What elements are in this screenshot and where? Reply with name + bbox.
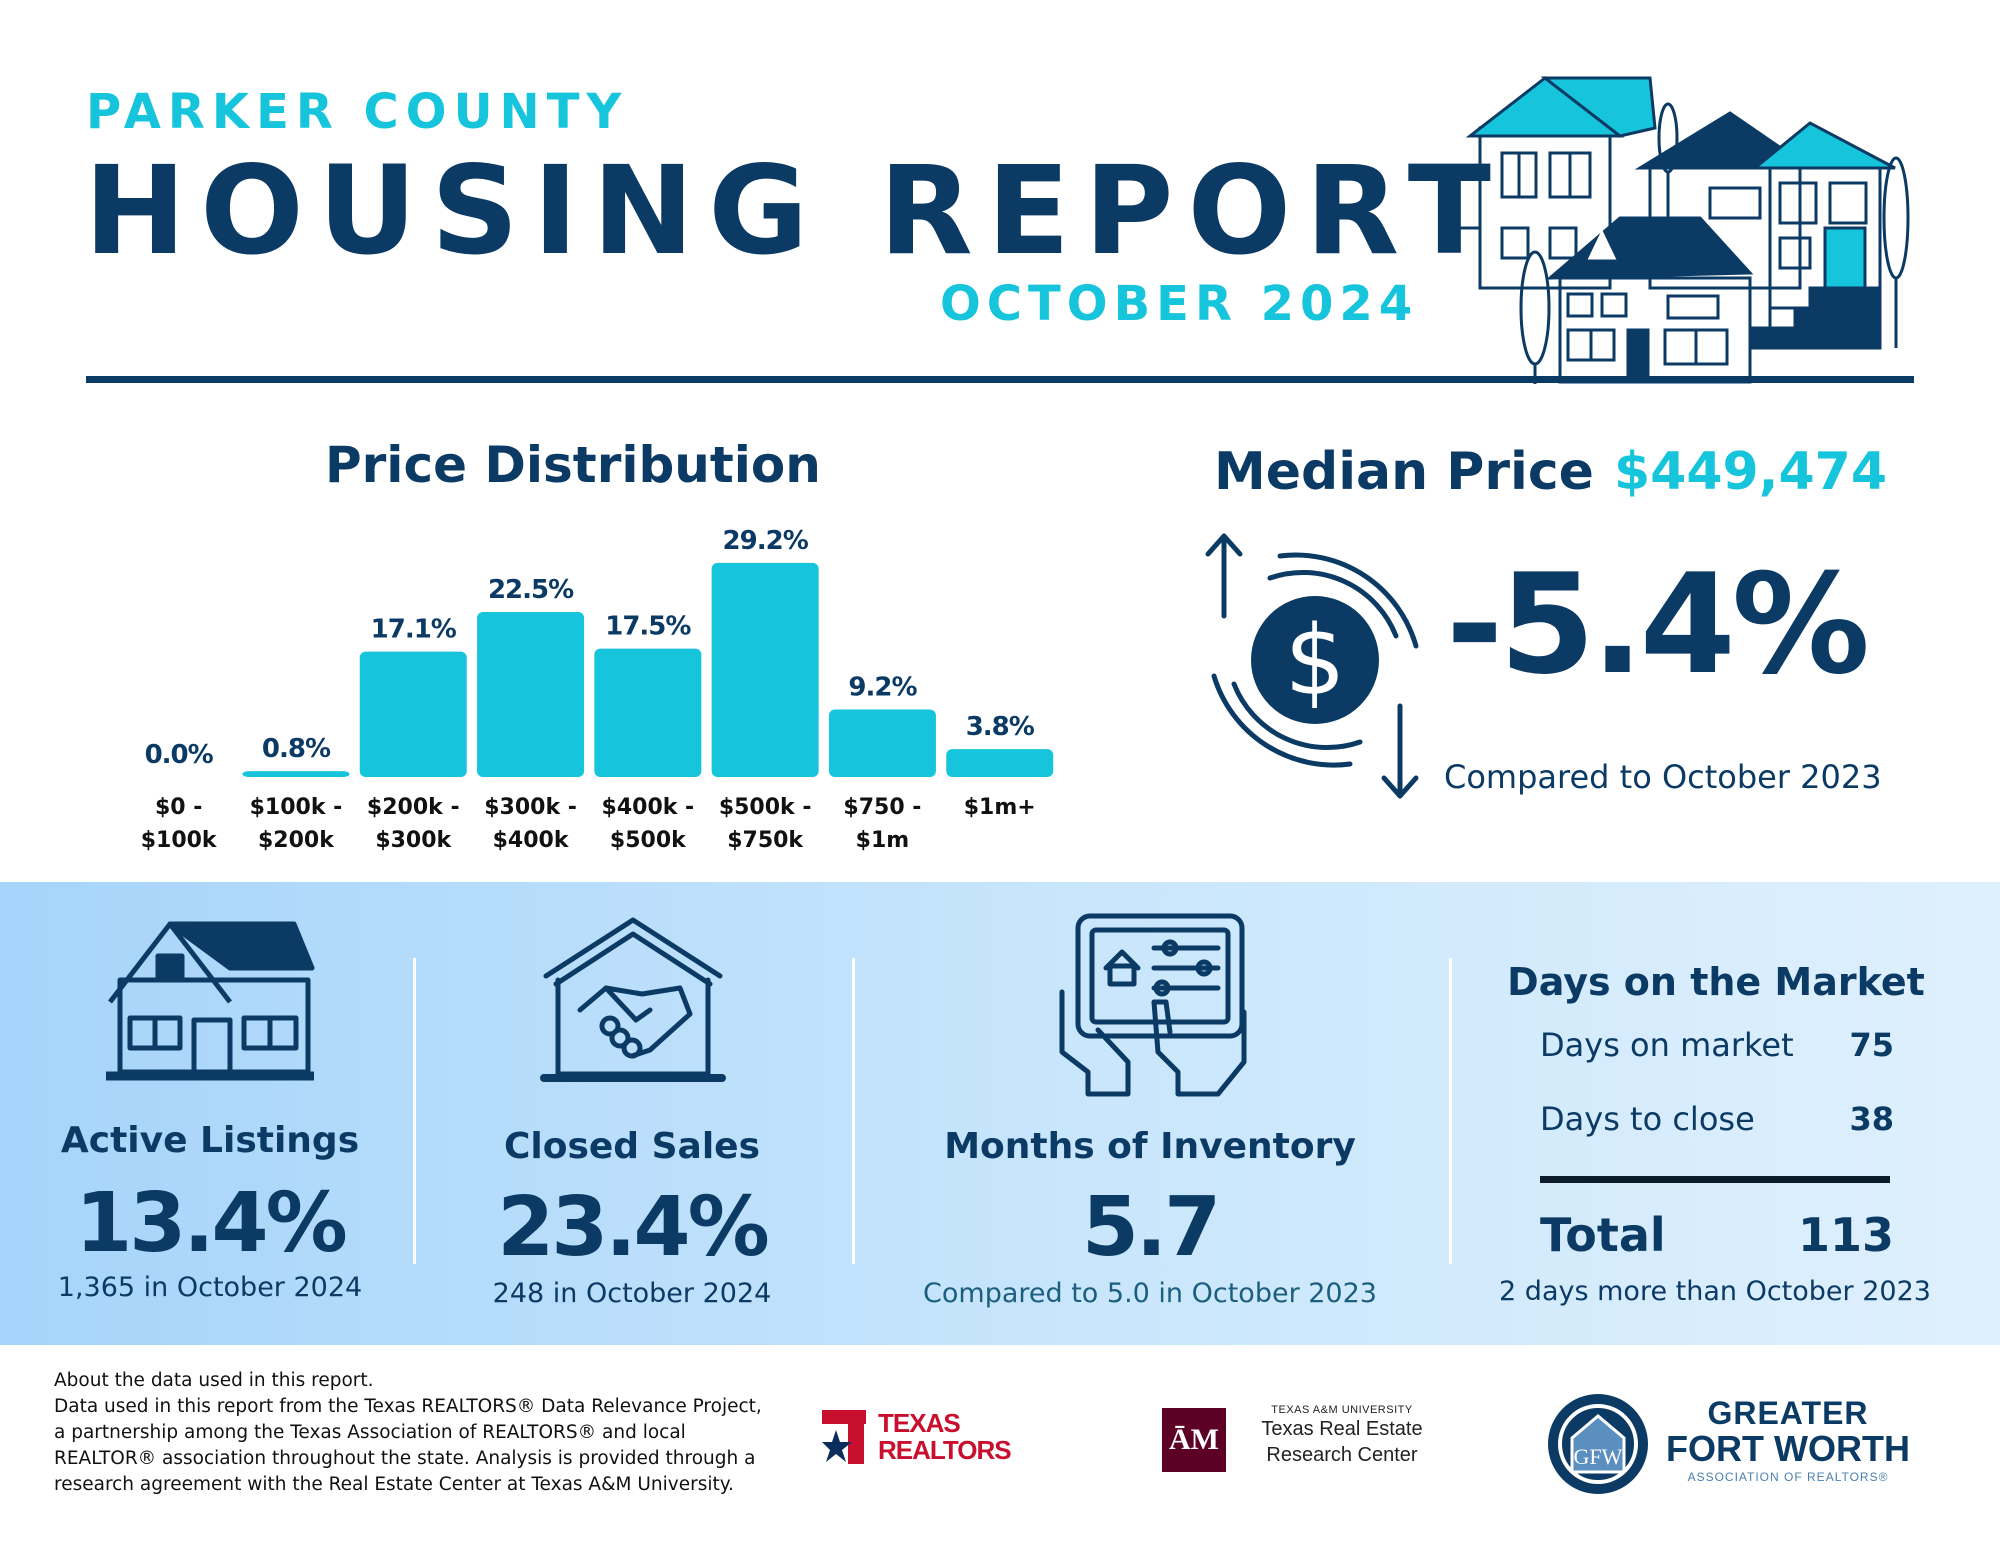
chart-category-label: $200k: [258, 828, 335, 853]
tamu-center-line2: Research Center: [1266, 1444, 1418, 1466]
active-listings-sub: 1,365 in October 2024: [57, 1272, 363, 1303]
chart-bar: [946, 749, 1054, 777]
closed-sales-sub: 248 in October 2024: [492, 1278, 772, 1309]
chart-category-label: $1m: [856, 828, 910, 853]
chart-category-label: $100k: [141, 828, 218, 853]
median-price-change: -5.4%: [1446, 544, 1870, 705]
chart-category-label: $500k: [610, 828, 687, 853]
days-on-market-title: Days on the Market: [1507, 960, 1925, 1004]
chart-data-label: 17.5%: [605, 612, 691, 642]
texas-realtors-line1: TEXAS: [878, 1408, 961, 1438]
tablet-listing-icon: [1059, 913, 1247, 1097]
active-listings-value: 13.4%: [75, 1176, 347, 1271]
chart-data-label: 0.0%: [145, 740, 214, 770]
texas-realtors-mark-icon: [822, 1410, 866, 1464]
price-change-dollar-icon: $: [1205, 533, 1419, 799]
stats-divider: [852, 958, 855, 1264]
chart-bar: [828, 709, 936, 777]
days-to-close-label: Days to close: [1540, 1100, 1755, 1138]
stats-divider: [1449, 958, 1452, 1264]
about-body: Data used in this report from the Texas …: [54, 1396, 762, 1495]
chart-bar: [242, 771, 350, 777]
tamu-real-estate-logo: ĀM TEXAS A&M UNIVERSITY Texas Real Estat…: [1162, 1404, 1423, 1474]
about-data-text: About the data used in this report. Data…: [54, 1368, 774, 1498]
days-on-market-value: 75: [1849, 1026, 1894, 1064]
chart-category-label: $400k: [493, 828, 570, 853]
months-inventory-value: 5.7: [1081, 1180, 1221, 1275]
report-title: HOUSING REPORT: [84, 140, 1505, 282]
houses-illustration-icon: [1450, 76, 1910, 384]
greater-fort-worth-logo: GFW GREATER FORT WORTH ASSOCIATION OF RE…: [1546, 1390, 1926, 1500]
stats-divider: [413, 958, 416, 1264]
chart-category-label: $500k -: [719, 795, 812, 820]
median-price-compare: Compared to October 2023: [1444, 758, 1882, 796]
chart-bar: [359, 651, 467, 777]
price-distribution-title: Price Distribution: [325, 436, 821, 494]
chart-category-label: $200k -: [367, 795, 460, 820]
gfw-line1: GREATER: [1707, 1395, 1869, 1431]
gfw-line2: FORT WORTH: [1666, 1428, 1910, 1469]
chart-category-label: $400k -: [602, 795, 695, 820]
tamu-university-label: TEXAS A&M UNIVERSITY: [1271, 1404, 1413, 1416]
chart-category-label: $0 -: [155, 795, 202, 820]
report-month: OCTOBER 2024: [940, 276, 1419, 332]
gfw-line3: ASSOCIATION OF REALTORS®: [1687, 1470, 1889, 1484]
months-inventory-sub: Compared to 5.0 in October 2023: [923, 1278, 1377, 1309]
house-icon: [106, 921, 315, 1081]
chart-category-label: $1m+: [964, 795, 1036, 820]
chart-data-label: 3.8%: [966, 712, 1035, 742]
chart-category-label: $300k -: [484, 795, 577, 820]
header-rule: [86, 376, 1914, 383]
chart-data-label: 29.2%: [723, 526, 809, 556]
chart-category-label: $100k -: [250, 795, 343, 820]
chart-bar: [477, 612, 585, 777]
price-distribution-chart: 0.0% $0 - $100k 0.8% $100k - $200k 17.1% $200k …: [141, 526, 1054, 853]
days-on-market-label: Days on market: [1540, 1026, 1794, 1064]
chart-category-label: $750k: [727, 828, 804, 853]
median-price-label: Median Price: [1214, 442, 1594, 502]
tamu-mark-icon: ĀM: [1162, 1408, 1226, 1472]
active-listings-title: Active Listings: [60, 1120, 360, 1161]
chart-data-label: 9.2%: [848, 673, 917, 703]
closed-sales-title: Closed Sales: [503, 1126, 761, 1167]
days-total-value: 113: [1797, 1208, 1894, 1262]
months-inventory-title: Months of Inventory: [944, 1126, 1356, 1167]
gfw-emblem-icon: GFW: [1548, 1394, 1648, 1494]
days-total-rule: [1540, 1176, 1890, 1183]
days-total-label: Total: [1540, 1208, 1666, 1262]
chart-data-label: 17.1%: [371, 615, 457, 645]
median-price-value: $449,474: [1614, 442, 1888, 502]
chart-data-label: 0.8%: [262, 734, 331, 764]
days-compare-note: 2 days more than October 2023: [1499, 1276, 1931, 1307]
svg-text:$: $: [1284, 605, 1345, 717]
chart-bar: [711, 562, 819, 777]
tamu-center-line1: Texas Real Estate: [1261, 1418, 1423, 1440]
texas-realtors-line2: REALTORS: [878, 1435, 1012, 1465]
chart-category-label: $750 -: [843, 795, 921, 820]
about-heading: About the data used in this report.: [54, 1370, 374, 1391]
handshake-house-icon: [540, 917, 726, 1082]
county-name: PARKER COUNTY: [86, 84, 629, 140]
stats-band: [0, 882, 2000, 1345]
chart-category-label: $300k: [375, 828, 452, 853]
chart-bar: [594, 648, 702, 777]
svg-text:GFW: GFW: [1574, 1444, 1623, 1469]
closed-sales-value: 23.4%: [497, 1180, 769, 1275]
days-to-close-value: 38: [1849, 1100, 1894, 1138]
chart-data-label: 22.5%: [488, 575, 574, 605]
texas-realtors-logo: TEXAS REALTORS: [822, 1410, 1012, 1470]
